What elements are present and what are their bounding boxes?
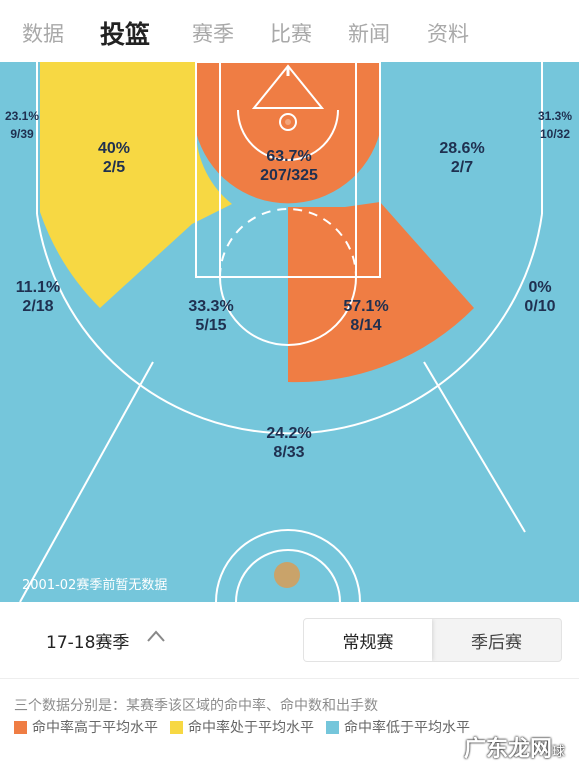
tab-news[interactable]: 新闻 — [348, 22, 390, 46]
zone-right-corner-count: 10/32 — [540, 127, 570, 141]
basketball-icon — [274, 562, 300, 588]
playoffs-button[interactable]: 季后赛 — [471, 632, 522, 653]
court-note: 2001-02赛季前暂无数据 — [22, 578, 168, 593]
zone-left-wing3-pct: 11.1% — [16, 279, 60, 296]
zone-left-corner-pct: 23.1% — [5, 109, 39, 123]
regular-season-button[interactable]: 常规赛 — [304, 619, 432, 661]
season-bar: 17-18赛季 常规赛 季后赛 — [0, 602, 579, 679]
legend-swatch-yellow — [170, 720, 183, 734]
legend-item-average: 命中率处于平均水平 — [170, 717, 314, 737]
tab-season[interactable]: 赛季 — [192, 22, 234, 46]
tab-shooting[interactable]: 投篮 — [100, 20, 151, 49]
zone-left-corner-count: 9/39 — [10, 127, 34, 141]
zone-top3-pct: 24.2% — [266, 425, 311, 442]
zone-left-elbow-pct: 33.3% — [188, 298, 233, 315]
top-tab-bar: 数据 投篮 赛季 比赛 新闻 资料 — [0, 0, 579, 62]
zone-right-elbow-pct: 57.1% — [343, 298, 388, 315]
zone-right-corner-pct: 31.3% — [538, 109, 572, 123]
tab-profile[interactable]: 资料 — [427, 22, 469, 46]
zone-right-wing3-count: 0/10 — [524, 298, 555, 315]
zone-paint-pct: 63.7% — [266, 148, 311, 165]
shot-chart-court: 23.1% 9/39 40% 2/5 63.7% 207/325 28.6% 2… — [0, 62, 579, 602]
game-type-toggle: 常规赛 季后赛 — [303, 618, 562, 662]
zone-right-elbow-count: 8/14 — [350, 317, 381, 334]
legend-item-below: 命中率低于平均水平 — [326, 717, 470, 737]
zone-paint[interactable] — [196, 62, 380, 204]
zone-left-elbow-count: 5/15 — [195, 317, 226, 334]
watermark: 广东龙网球 — [463, 737, 565, 762]
zone-right-elbow[interactable] — [288, 202, 474, 383]
zone-paint-count: 207/325 — [260, 167, 318, 184]
zone-left-mid[interactable] — [40, 62, 232, 308]
season-selector[interactable]: 17-18赛季 — [46, 633, 130, 653]
zone-right-mid-count: 2/7 — [451, 159, 473, 176]
legend-swatch-blue — [326, 720, 339, 734]
legend-item-above: 命中率高于平均水平 — [14, 717, 158, 737]
zone-left-mid-pct: 40% — [98, 140, 130, 157]
zone-top3-count: 8/33 — [273, 444, 304, 461]
zone-right-mid-pct: 28.6% — [439, 140, 484, 157]
tab-stats[interactable]: 数据 — [22, 22, 64, 46]
chevron-up-icon[interactable] — [146, 629, 166, 643]
legend-area: 三个数据分别是：某赛季该区域的命中率、命中数和出手数 命中率高于平均水平 命中率… — [0, 679, 579, 771]
legend: 命中率高于平均水平 命中率处于平均水平 命中率低于平均水平 — [14, 717, 482, 737]
legend-description: 三个数据分别是：某赛季该区域的命中率、命中数和出手数 — [14, 698, 378, 714]
zone-right-wing3-pct: 0% — [528, 279, 551, 296]
hoop-icon — [251, 64, 325, 131]
zone-left-mid-count: 2/5 — [103, 159, 125, 176]
zone-left-wing3-count: 2/18 — [22, 298, 53, 315]
legend-swatch-orange — [14, 720, 27, 734]
tab-games[interactable]: 比赛 — [270, 22, 312, 46]
